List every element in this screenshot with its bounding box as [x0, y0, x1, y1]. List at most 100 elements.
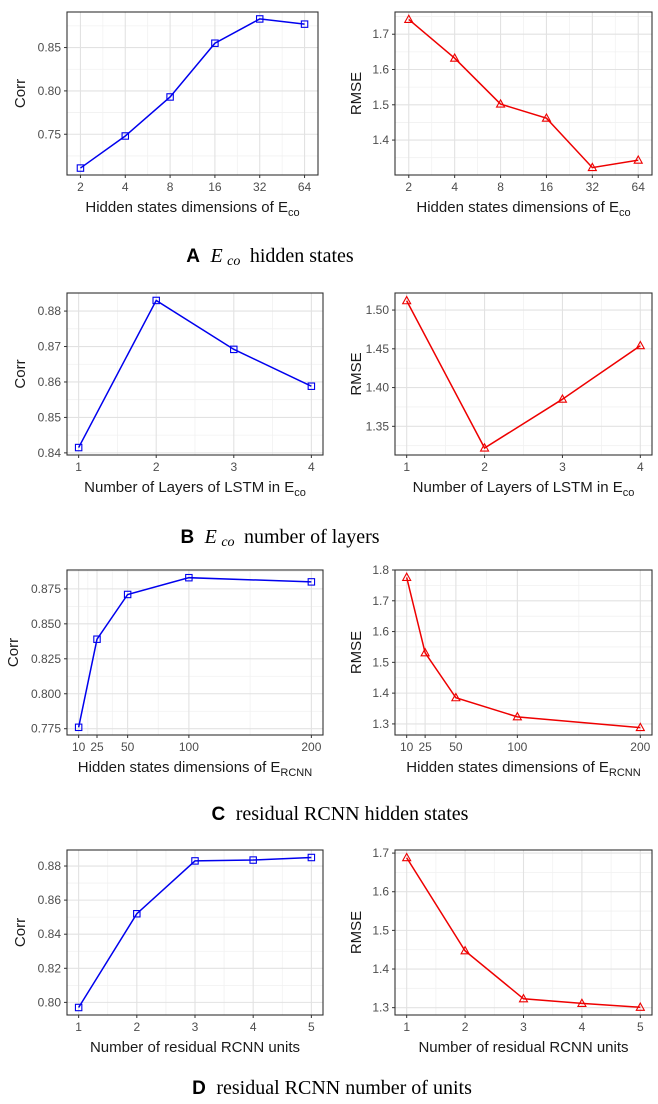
svg-text:B E co numbe: B E co number of layers	[180, 526, 379, 550]
data-point-marker	[74, 443, 83, 452]
y-tick-label: 1.3	[372, 1001, 389, 1015]
y-tick-label: 0.80	[38, 995, 62, 1009]
data-point-marker	[403, 14, 414, 23]
data-point-marker	[185, 573, 193, 582]
data-point-marker	[211, 39, 219, 47]
y-tick-label: 0.88	[38, 304, 62, 318]
series-line	[77, 576, 312, 728]
x-tick-label: 4	[250, 1020, 257, 1034]
x-tick-label: 16	[208, 180, 222, 194]
panel-border	[66, 292, 324, 456]
x-tick-label: 4	[308, 460, 315, 474]
caption-math: E	[204, 526, 217, 548]
caption-math-sub: co	[227, 254, 240, 269]
data-point-marker	[74, 1003, 83, 1012]
caption-text: number of layers	[244, 526, 380, 548]
x-tick-label: 4	[579, 1020, 586, 1034]
grid	[395, 12, 652, 175]
data-point-marker	[635, 340, 646, 350]
y-tick-label: 1.7	[372, 27, 389, 41]
x-tick-label: 200	[301, 740, 321, 754]
data-point-marker	[152, 296, 160, 305]
caption-math-sub: co	[221, 535, 234, 550]
caption-letter: C	[212, 804, 226, 825]
data-point-marker	[450, 692, 461, 702]
panel-border	[394, 292, 653, 456]
caption-text: residual RCNN number of units	[216, 1077, 472, 1099]
chart-c-corr: 0.775 0.800 0.825 0.850 0.875 10 25 50 100 200 Hid…	[5, 569, 324, 779]
y-tick-label: 0.75	[38, 127, 62, 141]
y-axis-title: Corr	[5, 638, 22, 667]
y-tick-label: 0.88	[38, 859, 62, 873]
y-tick-label: 0.82	[38, 961, 62, 975]
y-tick-label: 0.775	[31, 722, 61, 736]
data-point-marker	[576, 998, 587, 1007]
chart-a-corr: 0.75 0.80 0.85 2 4 8 16 32 64 Hidden states dimen…	[12, 11, 319, 219]
y-tick-label: 1.45	[366, 342, 390, 356]
x-tick-label: 50	[449, 740, 463, 754]
grid	[395, 569, 652, 735]
chart-d-corr: 0.80 0.82 0.84 0.86 0.88 1 2 3 4 5 Number of resid…	[12, 849, 324, 1056]
x-tick-label: 1	[403, 1020, 410, 1034]
y-tick-label: 1.6	[372, 625, 389, 639]
series-line	[406, 857, 641, 1009]
data-point-marker	[255, 15, 264, 23]
data-point-marker	[76, 164, 85, 172]
series-line	[80, 18, 305, 169]
y-tick-label: 1.4	[372, 962, 389, 976]
x-axis-title: Hidden states dimensions of ERCNN	[406, 759, 640, 779]
caption-c: C residual RCNN hidden states	[212, 803, 469, 825]
caption-letter: D	[192, 1078, 206, 1099]
grid	[67, 850, 323, 1015]
grid	[67, 570, 323, 735]
y-tick-label: 1.50	[366, 303, 390, 317]
data-point-marker	[587, 162, 598, 172]
data-point-marker	[512, 711, 523, 721]
x-tick-label: 3	[520, 1020, 527, 1034]
x-tick-label: 2	[405, 180, 412, 194]
data-point-marker	[307, 382, 316, 390]
data-point-marker	[401, 572, 412, 581]
y-axis-title: RMSE	[348, 72, 365, 115]
data-point-marker	[518, 993, 529, 1003]
x-tick-label: 32	[586, 180, 600, 194]
data-point-marker	[121, 132, 130, 140]
x-tick-label: 3	[192, 1020, 199, 1034]
x-tick-label: 50	[121, 740, 135, 754]
y-axis-title: RMSE	[348, 911, 365, 954]
y-tick-label: 1.7	[372, 594, 389, 608]
y-axis-title: RMSE	[348, 352, 365, 395]
x-tick-label: 64	[632, 180, 646, 194]
caption-d: D residual RCNN number of units	[192, 1077, 472, 1099]
x-tick-label: 32	[253, 180, 267, 194]
x-tick-label: 100	[507, 740, 527, 754]
y-axis-title: RMSE	[348, 631, 365, 674]
x-tick-label: 100	[179, 740, 199, 754]
series-line	[77, 299, 312, 448]
x-axis-title: Number of residual RCNN units	[90, 1039, 300, 1056]
x-tick-label: 2	[133, 1020, 140, 1034]
y-axis-title: Corr	[12, 918, 29, 947]
x-tick-label: 200	[630, 740, 650, 754]
data-point-marker	[479, 442, 490, 452]
x-tick-label: 2	[481, 460, 488, 474]
series-line	[405, 577, 641, 729]
x-tick-label: 64	[298, 180, 312, 194]
y-axis-title: Corr	[12, 79, 29, 108]
caption-letter: A	[186, 246, 200, 267]
x-tick-label: 8	[167, 180, 174, 194]
y-tick-label: 0.850	[31, 617, 61, 631]
x-tick-label: 5	[308, 1020, 315, 1034]
y-tick-label: 1.3	[372, 717, 389, 731]
y-tick-label: 1.6	[372, 885, 389, 899]
data-point-marker	[307, 578, 316, 586]
grid	[67, 292, 323, 455]
x-tick-label: 1	[403, 460, 410, 474]
y-tick-label: 1.7	[372, 846, 389, 860]
svg-text:C residual RCNN hidden s: C residual RCNN hidden states	[212, 803, 469, 825]
x-tick-label: 2	[77, 180, 84, 194]
data-point-marker	[230, 345, 238, 354]
